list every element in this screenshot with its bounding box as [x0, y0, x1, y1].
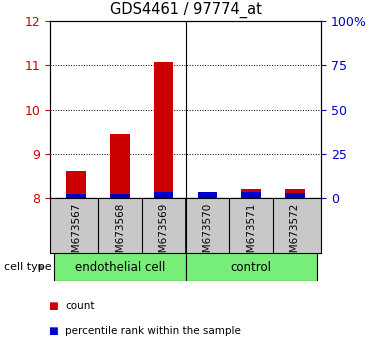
Text: GSM673568: GSM673568 [115, 202, 125, 266]
Bar [154, 193, 174, 198]
Bar [285, 193, 305, 198]
Bar [285, 188, 305, 198]
Polygon shape [39, 265, 44, 270]
Text: GSM673570: GSM673570 [202, 202, 212, 266]
Text: count: count [65, 301, 95, 311]
Bar [186, 253, 316, 281]
Text: endothelial cell: endothelial cell [75, 261, 165, 274]
Bar [55, 253, 186, 281]
Title: GDS4461 / 97774_at: GDS4461 / 97774_at [109, 2, 262, 18]
Text: GSM673571: GSM673571 [246, 202, 256, 266]
Text: cell type: cell type [4, 262, 51, 272]
Bar [110, 194, 130, 198]
Text: ■: ■ [48, 301, 58, 311]
Text: GSM673567: GSM673567 [71, 202, 81, 266]
Bar [197, 192, 217, 198]
Text: ■: ■ [48, 326, 58, 336]
Bar [110, 134, 130, 198]
Bar [241, 193, 261, 198]
Bar [154, 62, 174, 198]
Bar [241, 188, 261, 198]
Text: GSM673569: GSM673569 [159, 202, 169, 266]
Text: percentile rank within the sample: percentile rank within the sample [65, 326, 241, 336]
Text: control: control [230, 261, 272, 274]
Text: GSM673572: GSM673572 [290, 202, 300, 266]
Bar [66, 171, 86, 198]
Bar [66, 194, 86, 198]
